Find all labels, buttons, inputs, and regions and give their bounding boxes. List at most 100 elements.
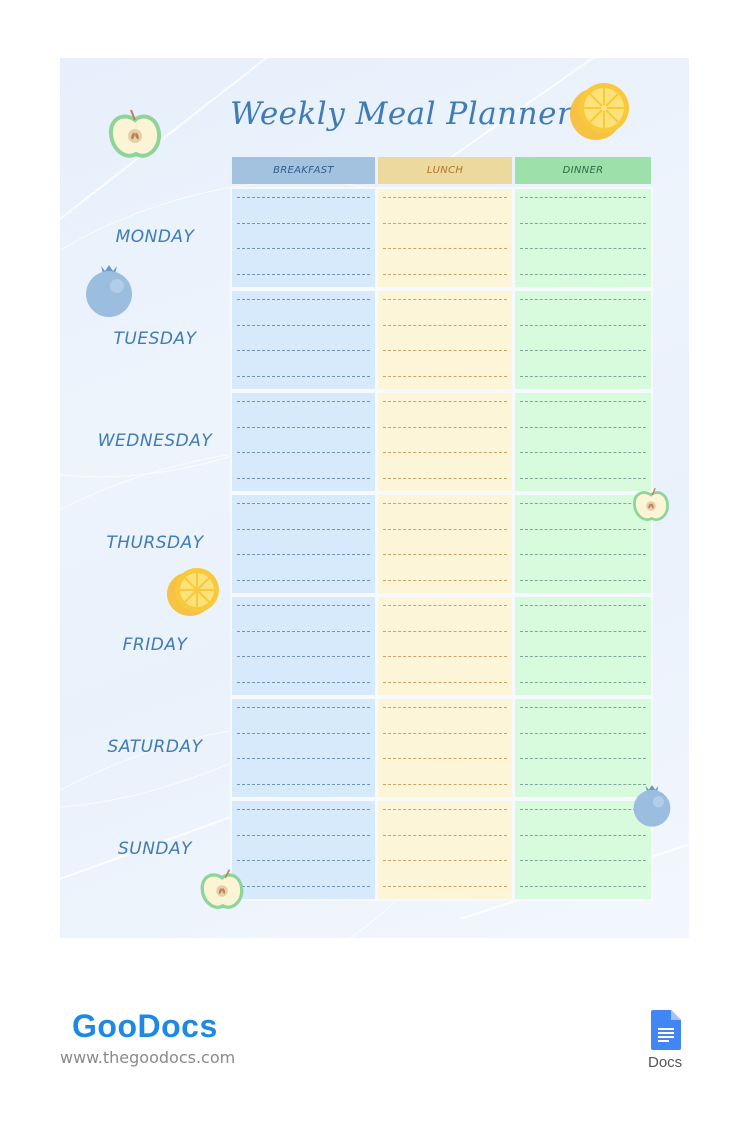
meal-cell-lunch[interactable] bbox=[378, 291, 512, 389]
write-line bbox=[237, 630, 370, 632]
write-line bbox=[383, 630, 507, 632]
write-line bbox=[383, 681, 507, 683]
meal-cell-lunch[interactable] bbox=[378, 801, 512, 899]
docs-label: Docs bbox=[648, 1054, 683, 1071]
write-line bbox=[383, 758, 507, 759]
meal-cell-lunch[interactable] bbox=[378, 699, 512, 797]
write-line bbox=[520, 299, 646, 300]
write-line bbox=[520, 656, 646, 657]
meal-grid bbox=[230, 187, 653, 901]
write-line bbox=[383, 503, 507, 504]
meal-cell-breakfast[interactable] bbox=[232, 597, 375, 695]
write-line bbox=[237, 197, 370, 198]
write-line bbox=[383, 783, 507, 785]
meal-cell-lunch[interactable] bbox=[378, 495, 512, 593]
write-line bbox=[237, 350, 370, 351]
write-line bbox=[383, 375, 507, 377]
write-line bbox=[383, 248, 507, 249]
meal-cell-dinner[interactable] bbox=[515, 801, 651, 899]
meal-cell-dinner[interactable] bbox=[515, 597, 651, 695]
meal-cell-dinner[interactable] bbox=[515, 189, 651, 287]
write-line bbox=[520, 477, 646, 479]
write-line bbox=[237, 324, 370, 326]
write-line bbox=[237, 579, 370, 581]
page-title: Weekly Meal Planner bbox=[230, 96, 573, 132]
write-line bbox=[383, 452, 507, 453]
write-line bbox=[520, 758, 646, 759]
day-label: TUESDAY bbox=[113, 329, 197, 349]
meal-planner-page: Weekly Meal Planner BREAKFAST LUNCH DINN… bbox=[60, 58, 689, 938]
write-line bbox=[520, 783, 646, 785]
write-line bbox=[520, 834, 646, 836]
blueberry-icon bbox=[633, 785, 671, 827]
day-label: THURSDAY bbox=[106, 533, 204, 553]
meal-cell-dinner[interactable] bbox=[515, 291, 651, 389]
write-line bbox=[520, 579, 646, 581]
write-line bbox=[237, 426, 370, 428]
meal-cell-breakfast[interactable] bbox=[232, 291, 375, 389]
write-line bbox=[520, 350, 646, 351]
blueberry-icon bbox=[86, 265, 132, 317]
write-line bbox=[237, 248, 370, 249]
column-header-breakfast: BREAKFAST bbox=[232, 157, 375, 184]
meal-cell-breakfast[interactable] bbox=[232, 699, 375, 797]
meal-cell-breakfast[interactable] bbox=[232, 189, 375, 287]
write-line bbox=[383, 477, 507, 479]
day-label: SUNDAY bbox=[117, 839, 193, 859]
meal-cell-breakfast[interactable] bbox=[232, 801, 375, 899]
meal-cell-lunch[interactable] bbox=[378, 597, 512, 695]
write-line bbox=[520, 248, 646, 249]
write-line bbox=[520, 554, 646, 555]
write-line bbox=[383, 222, 507, 224]
write-line bbox=[520, 273, 646, 275]
write-line bbox=[237, 809, 370, 810]
write-line bbox=[383, 834, 507, 836]
meal-cell-breakfast[interactable] bbox=[232, 393, 375, 491]
write-line bbox=[520, 375, 646, 377]
write-line bbox=[520, 732, 646, 734]
write-line bbox=[520, 809, 646, 810]
day-label: MONDAY bbox=[115, 227, 195, 247]
meal-cell-lunch[interactable] bbox=[378, 189, 512, 287]
write-line bbox=[237, 783, 370, 785]
write-line bbox=[520, 528, 646, 530]
meal-cell-breakfast[interactable] bbox=[232, 495, 375, 593]
write-line bbox=[237, 681, 370, 683]
write-line bbox=[237, 222, 370, 224]
write-line bbox=[237, 375, 370, 377]
write-line bbox=[520, 681, 646, 683]
google-docs-icon[interactable] bbox=[651, 1010, 681, 1050]
write-line bbox=[383, 324, 507, 326]
write-line bbox=[237, 452, 370, 453]
meal-cell-dinner[interactable] bbox=[515, 699, 651, 797]
write-line bbox=[383, 401, 507, 402]
write-line bbox=[237, 732, 370, 734]
day-label: FRIDAY bbox=[122, 635, 188, 655]
write-line bbox=[383, 299, 507, 300]
apple-icon bbox=[633, 487, 669, 521]
write-line bbox=[383, 732, 507, 734]
write-line bbox=[237, 656, 370, 657]
write-line bbox=[237, 401, 370, 402]
write-line bbox=[237, 885, 370, 887]
write-line bbox=[237, 273, 370, 275]
write-line bbox=[383, 579, 507, 581]
meal-cell-lunch[interactable] bbox=[378, 393, 512, 491]
write-line bbox=[520, 426, 646, 428]
write-line bbox=[237, 554, 370, 555]
meal-cell-dinner[interactable] bbox=[515, 495, 651, 593]
write-line bbox=[520, 885, 646, 887]
orange-slice-icon bbox=[167, 568, 219, 616]
meal-cell-dinner[interactable] bbox=[515, 393, 651, 491]
write-line bbox=[237, 528, 370, 530]
write-line bbox=[383, 656, 507, 657]
write-line bbox=[520, 860, 646, 861]
write-line bbox=[383, 273, 507, 275]
apple-icon bbox=[200, 869, 244, 909]
orange-slice-icon bbox=[570, 83, 629, 140]
day-label: WEDNESDAY bbox=[97, 431, 213, 451]
write-line bbox=[383, 860, 507, 861]
website-link[interactable]: www.thegoodocs.com bbox=[60, 1048, 236, 1067]
goodocs-logo[interactable]: GooDocs bbox=[72, 1008, 218, 1044]
write-line bbox=[383, 707, 507, 708]
